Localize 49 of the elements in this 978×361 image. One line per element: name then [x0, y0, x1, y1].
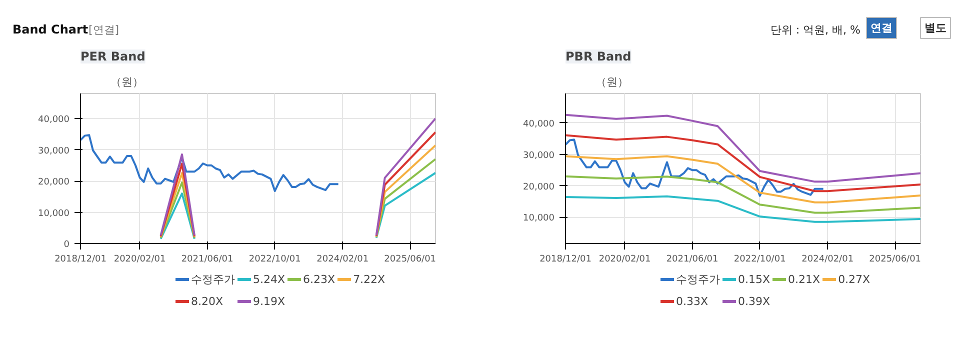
- line-series: [566, 134, 920, 192]
- x-tick-label: 2024/02/01: [802, 254, 854, 264]
- y-axis-title: （원）: [596, 76, 628, 88]
- line-series: [566, 138, 824, 197]
- line-series: [566, 195, 920, 223]
- legend-label: 8.20X: [191, 294, 224, 308]
- line-series: [566, 114, 920, 183]
- y-tick-label: 40,000: [38, 115, 70, 125]
- legend-label: 7.22X: [353, 272, 386, 286]
- legend-label: 5.24X: [253, 272, 286, 286]
- x-tick-label: 2018/12/01: [54, 254, 106, 264]
- x-tick-label: 2024/02/01: [316, 254, 369, 264]
- y-tick-label: 40,000: [523, 120, 555, 130]
- legend-label: 0.39X: [738, 294, 770, 308]
- y-axis-title: （원）: [110, 76, 144, 88]
- text: 별도: [924, 22, 946, 34]
- legend-label: 0.33X: [676, 294, 708, 308]
- legend-label: 0.15X: [738, 272, 770, 286]
- text: [연결]: [88, 24, 120, 36]
- x-tick-label: 2022/10/01: [734, 254, 786, 264]
- line-series: [566, 155, 920, 204]
- x-tick-label: 2021/06/01: [181, 254, 234, 264]
- line-series: [566, 175, 920, 214]
- y-tick-label: 10,000: [38, 208, 70, 219]
- chart-title: PBR Band: [566, 50, 632, 64]
- chart-title: PER Band: [80, 50, 146, 64]
- y-tick-label: 30,000: [38, 146, 70, 156]
- y-tick-label: 30,000: [523, 150, 555, 161]
- y-tick-label: 10,000: [523, 214, 555, 224]
- legend-label: 수정주가: [676, 272, 720, 286]
- y-tick-label: 20,000: [38, 178, 70, 188]
- y-tick-label: 0: [64, 240, 70, 250]
- legend-label: 9.19X: [253, 294, 286, 308]
- x-tick-label: 2025/06/01: [869, 254, 922, 264]
- text: Band Chart: [12, 22, 88, 36]
- legend-label: 0.21X: [788, 272, 820, 286]
- x-tick-label: 2021/06/01: [666, 254, 718, 264]
- x-tick-label: 2018/12/01: [540, 254, 592, 264]
- y-tick-label: 20,000: [523, 182, 555, 192]
- x-tick-label: 2022/10/01: [248, 254, 301, 264]
- x-tick-label: 2020/02/01: [114, 254, 166, 264]
- x-tick-label: 2020/02/01: [598, 254, 651, 264]
- text: 연결: [870, 22, 892, 34]
- text: 단위 : 억원, 배, %: [770, 24, 861, 36]
- legend-label: 0.27X: [838, 272, 870, 286]
- x-tick-label: 2025/06/01: [384, 254, 436, 264]
- legend-label: 6.23X: [303, 272, 336, 286]
- legend-label: 수정주가: [191, 272, 235, 286]
- line-series: [80, 134, 340, 192]
